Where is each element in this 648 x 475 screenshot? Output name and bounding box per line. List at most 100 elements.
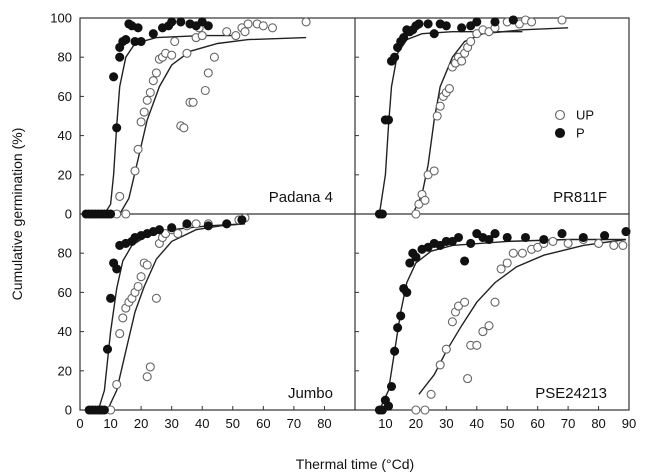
point-up [426, 389, 436, 399]
point-up [435, 101, 445, 111]
x-tick-label: 30 [439, 416, 453, 431]
point-up [490, 297, 500, 307]
point-up [472, 340, 482, 350]
x-tick-label: 0 [76, 416, 83, 431]
point-p [508, 15, 518, 25]
y-axis-title: Cumulative germination (%) [9, 128, 25, 301]
legend: UP P [554, 108, 594, 141]
x-tick-label: 20 [409, 416, 423, 431]
point-p [557, 229, 567, 239]
y-tick-label: 80 [58, 50, 72, 65]
point-up [460, 297, 470, 307]
x-tick-label: 40 [470, 416, 484, 431]
point-up [429, 166, 439, 176]
legend-label: P [576, 126, 585, 141]
panel-frames [79, 17, 630, 411]
point-up [133, 281, 143, 292]
point-up [151, 68, 161, 78]
x-tick-label: 60 [530, 416, 544, 431]
x-tick-label: 70 [287, 416, 301, 431]
y-tick-label: 20 [58, 167, 72, 182]
point-up [432, 111, 442, 121]
point-up [148, 76, 158, 86]
point-p [405, 258, 415, 268]
legend-marker-p [554, 127, 566, 139]
point-up [441, 344, 451, 354]
point-p [203, 21, 213, 31]
point-p [578, 232, 588, 243]
point-up [478, 327, 488, 337]
point-up [130, 166, 140, 176]
point-up [222, 27, 232, 37]
point-up [447, 317, 457, 327]
fit-curve-p [378, 31, 523, 215]
point-up [142, 372, 152, 382]
point-up [463, 374, 473, 384]
point-up [121, 209, 131, 219]
point-up [435, 360, 445, 370]
fit-curve-p [103, 34, 239, 215]
point-p [115, 52, 125, 62]
point-up [145, 87, 155, 98]
point-p [167, 223, 177, 233]
legend-label: UP [576, 108, 594, 123]
point-p [390, 52, 400, 62]
point-p [237, 215, 247, 225]
point-up [197, 31, 207, 41]
point-up [118, 313, 128, 323]
panel-labels: Padana 4 PR811F Jumbo PSE24213 [269, 189, 607, 402]
point-p [460, 256, 470, 266]
y-tick-label: 60 [58, 89, 72, 104]
point-p [176, 17, 186, 27]
point-p [109, 72, 119, 82]
point-p [148, 29, 158, 39]
point-p [383, 401, 394, 411]
point-up [151, 293, 161, 303]
point-p [112, 123, 122, 133]
x-tick-label: 50 [226, 416, 240, 431]
point-p [167, 17, 177, 27]
point-p [423, 19, 433, 29]
axis-ticks: 0 10 20 30 40 50 60 70 80 10 20 30 40 50 60 70 80 90 0 20 40… [50, 11, 636, 432]
point-p [203, 221, 213, 231]
x-tick-label: 10 [103, 416, 117, 431]
y-tick-label: 80 [58, 246, 72, 261]
point-up [182, 48, 192, 58]
point-p [453, 232, 464, 243]
point-p [399, 33, 409, 43]
point-up [173, 229, 183, 239]
point-up [548, 236, 558, 246]
point-p [411, 252, 421, 262]
y-tick-label: 60 [58, 285, 72, 300]
fitted-curves [97, 27, 627, 411]
point-p [121, 35, 131, 45]
point-p [441, 21, 451, 31]
panel-label: PR811F [553, 189, 607, 206]
panel-label: Padana 4 [269, 189, 333, 206]
point-up [411, 209, 421, 219]
point-p [136, 36, 146, 47]
point-up [527, 17, 537, 27]
point-up [240, 27, 250, 37]
point-up [517, 248, 527, 258]
point-p [490, 17, 500, 27]
point-p [222, 219, 232, 229]
point-p [539, 234, 549, 245]
point-up [594, 238, 604, 248]
point-up [167, 50, 177, 60]
x-tick-label: 70 [561, 416, 575, 431]
x-tick-label: 30 [164, 416, 178, 431]
point-p [414, 19, 424, 29]
point-up [420, 195, 430, 205]
panel-label: PSE24213 [535, 385, 607, 402]
point-p [457, 23, 467, 33]
point-up [231, 31, 241, 41]
point-p [600, 231, 610, 241]
point-up [112, 379, 122, 390]
y-tick-label: 0 [65, 207, 72, 222]
y-tick-label: 100 [50, 11, 72, 26]
point-up [142, 260, 152, 270]
point-p [502, 232, 512, 243]
point-up [301, 17, 311, 27]
